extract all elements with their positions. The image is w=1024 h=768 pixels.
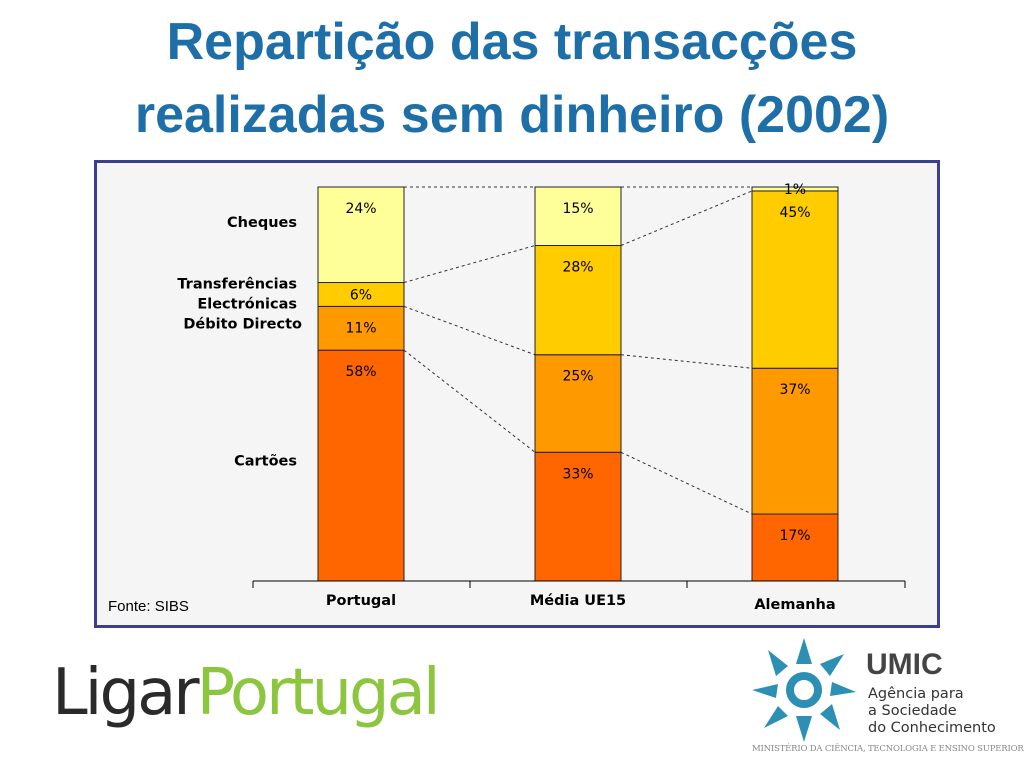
data-label: 6% [350,287,372,303]
connector-line [620,354,753,369]
x-tick-label: Média UE15 [530,593,626,609]
connector-line [403,349,536,453]
data-label: 33% [562,466,593,482]
x-tick-label: Portugal [326,593,396,609]
data-label: 28% [562,260,593,276]
data-label: 17% [779,528,810,544]
slide-title: Repartição das transacções realizadas se… [0,6,1024,152]
data-label: 11% [345,320,376,336]
umic-subtitle-line-1: Agência para [868,686,964,702]
bar-segment [317,186,405,284]
ligar-logo-part-2: Portugal [196,656,441,730]
data-label: 25% [562,369,593,385]
slide-title-line-1: Repartição das transacções [166,13,858,71]
x-tick-label: Alemanha [754,597,835,613]
connector-line [403,245,536,283]
umic-subtitle-line-2: a Sociedade [868,703,957,719]
bar-segment [317,349,405,582]
bar-segment [534,451,622,582]
chart-frame: 58% 11% 6% 24% 33% 25% 28% 15% 17% 37% 45% 1% Portug… [94,160,940,628]
source-note: Fonte: SIBS [108,598,189,615]
ministry-caption: MINISTÉRIO DA CIÊNCIA, TECNOLOGIA E ENSI… [752,744,1024,754]
series-label: Débito Directo [183,316,302,332]
data-label: 58% [345,364,376,380]
connector-line [403,305,536,356]
bar-segment [534,186,622,247]
data-label: 24% [345,201,376,217]
ligar-portugal-logo: LigarPortugal [52,648,441,738]
umic-subtitle-line-3: do Conhecimento [868,720,996,736]
data-label: 37% [779,382,810,398]
series-label: Transferências [177,276,297,292]
bar-segment [751,513,839,582]
data-label: 15% [562,201,593,217]
series-label: Electrónicas [197,296,297,312]
ligar-logo-part-1: Ligar [52,656,200,730]
umic-logo-subtitle: Agência para a Sociedade do Conhecimento [868,686,996,737]
data-label: 1% [784,182,806,198]
umic-logo-name: UMIC [866,648,943,681]
data-label: 45% [779,205,810,221]
series-label: Cheques [227,215,297,231]
bar-segment [534,354,622,453]
series-label: Cartões [234,454,297,470]
umic-logo-icon [752,638,856,742]
bar-segment [751,367,839,515]
connector-line [620,190,753,246]
stacked-bar-chart: 58% 11% 6% 24% 33% 25% 28% 15% 17% 37% 45% 1% Portug… [177,182,906,613]
bar-segment [534,245,622,356]
bar-segment [751,186,839,192]
connector-line [620,451,753,515]
slide-title-line-2: realizadas sem dinheiro (2002) [134,86,890,144]
